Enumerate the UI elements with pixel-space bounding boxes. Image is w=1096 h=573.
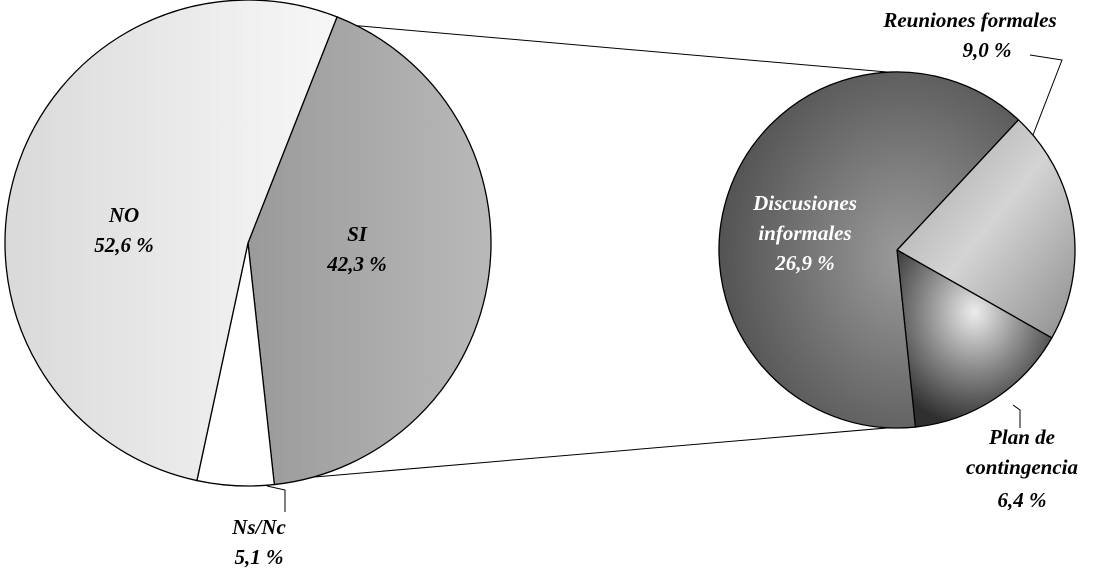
slice-value-ns-nc: 5,1 %: [235, 545, 284, 569]
leader-line-plan: [1012, 404, 1021, 428]
slice-labels: NO 52,6 % SI 42,3 % Ns/Nc 5,1 % Discusio…: [94, 8, 1078, 569]
slice-value-reuniones: 9,0 %: [963, 38, 1012, 62]
main-pie: [4, 0, 492, 487]
slice-value-si: 42,3 %: [326, 252, 387, 276]
connector-line-bottom: [302, 426, 899, 479]
pie-slice-si: [247, 16, 492, 486]
slice-label-si: SI: [347, 222, 368, 246]
slice-value-plan: 6,4 %: [998, 488, 1047, 512]
slice-label-reuniones: Reuniones formales: [882, 8, 1056, 32]
slice-label-ns-nc: Ns/Nc: [231, 515, 286, 539]
connector-line-top: [302, 20, 899, 74]
leader-line-reuniones: [1029, 54, 1063, 136]
secondary-pie: [718, 71, 1076, 429]
slice-label-no: NO: [108, 203, 139, 227]
leader-lines: [266, 54, 1063, 512]
pie-slice-discusiones: [718, 71, 1020, 429]
pie-slice-reuniones-formales: [895, 118, 1076, 339]
leader-line-ns-nc: [266, 485, 286, 512]
slice-value-no: 52,6 %: [94, 233, 154, 257]
pie-slice-no: [4, 0, 338, 482]
slice-value-discusiones: 26,9 %: [774, 251, 835, 275]
slice-label-discusiones-line-1: Discusiones: [752, 191, 857, 215]
pie-slice-plan-de: [896, 248, 1053, 428]
slice-label-plan-line-2: contingencia: [966, 455, 1078, 479]
slice-label-plan-line-1: Plan de: [988, 425, 1055, 449]
pie-connector-lines: [302, 20, 899, 479]
slice-label-discusiones-line-2: informales: [758, 221, 851, 245]
